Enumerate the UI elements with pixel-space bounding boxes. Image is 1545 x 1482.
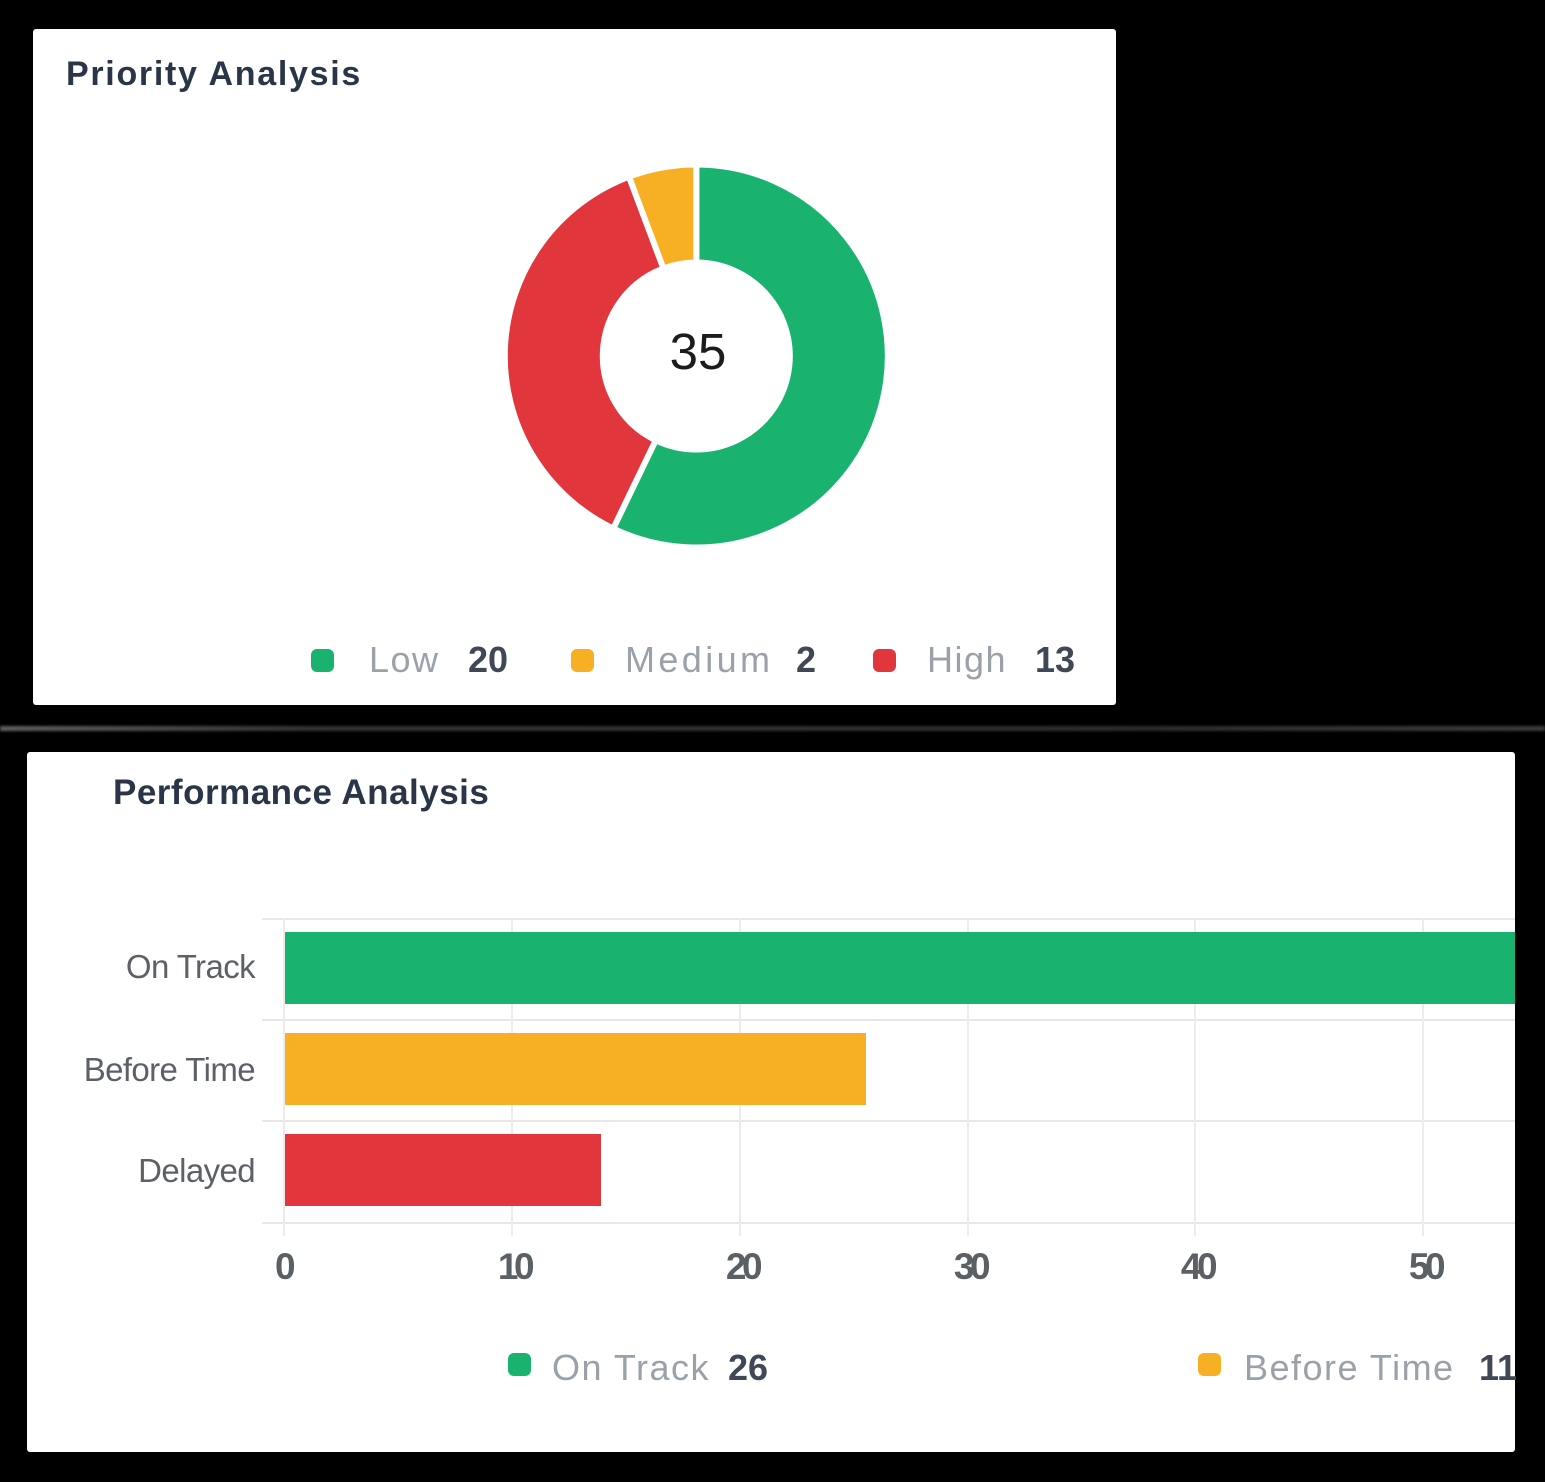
svg-text:35: 35 bbox=[670, 323, 727, 380]
